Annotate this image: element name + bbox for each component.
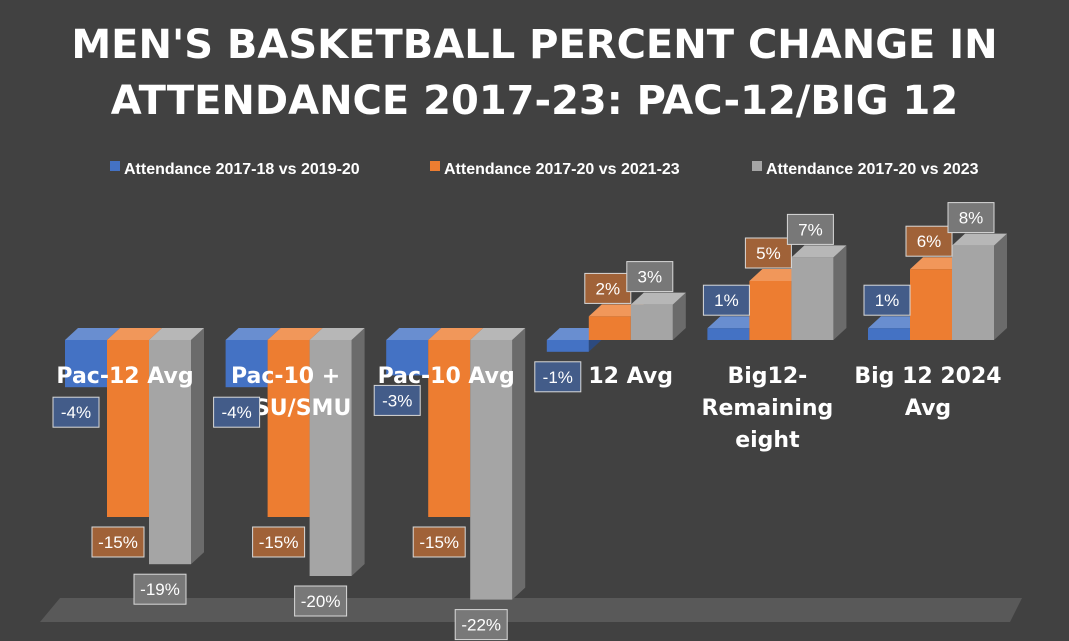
svg-text:-1%: -1% [543, 368, 573, 387]
data-label: -15% [252, 526, 306, 558]
svg-text:3%: 3% [638, 268, 663, 287]
data-label: -1% [534, 361, 582, 393]
data-label: 1% [702, 284, 750, 316]
data-label: -22% [454, 609, 508, 641]
svg-text:2%: 2% [596, 279, 621, 298]
bar [470, 328, 526, 600]
chart-title-line-2: ATTENDANCE 2017-23: PAC-12/BIG 12 [110, 78, 959, 124]
svg-text:7%: 7% [798, 220, 823, 239]
data-label: -4% [213, 396, 261, 428]
data-label: -15% [91, 526, 145, 558]
legend-entry: Attendance 2017-18 vs 2019-20 [124, 161, 360, 178]
data-label: 8% [947, 202, 995, 234]
bar [791, 245, 847, 340]
bar [630, 292, 686, 340]
svg-text:-20%: -20% [301, 592, 341, 611]
category-label: Big12-Remaining eight [702, 364, 834, 453]
bar [309, 328, 365, 576]
svg-text:1%: 1% [875, 291, 900, 310]
data-label: 5% [744, 237, 792, 269]
data-label: -3% [373, 384, 421, 416]
category-label: Pac-12 Avg [56, 364, 193, 389]
category-label: Big 12 2024 Avg [854, 364, 1001, 421]
data-label: 6% [905, 225, 953, 257]
data-label: -15% [412, 526, 466, 558]
data-label: -20% [294, 585, 348, 617]
svg-text:-15%: -15% [259, 533, 299, 552]
svg-text:8%: 8% [959, 209, 984, 228]
svg-text:-15%: -15% [98, 533, 138, 552]
chart-floor [40, 598, 1022, 622]
svg-text:1%: 1% [714, 291, 739, 310]
data-label: 2% [584, 272, 632, 304]
legend-swatch [430, 161, 440, 171]
category-label: Pac-10 Avg [378, 364, 515, 389]
data-label: 3% [626, 261, 674, 293]
chart-title-line-1: MEN'S BASKETBALL PERCENT CHANGE IN [71, 22, 998, 68]
data-label: -19% [133, 573, 187, 605]
legend-swatch [110, 161, 120, 171]
svg-text:5%: 5% [756, 244, 781, 263]
svg-text:-22%: -22% [461, 616, 501, 635]
svg-text:-4%: -4% [221, 403, 251, 422]
bar [149, 328, 204, 565]
svg-text:-15%: -15% [419, 533, 459, 552]
svg-text:-19%: -19% [140, 580, 180, 599]
legend-entry: Attendance 2017-20 vs 2021-23 [444, 161, 680, 178]
legend-swatch [752, 161, 762, 171]
svg-text:-3%: -3% [382, 391, 412, 410]
svg-text:6%: 6% [917, 232, 942, 251]
data-label: 7% [786, 213, 834, 245]
legend-entry: Attendance 2017-20 vs 2023 [766, 161, 979, 178]
data-label: 1% [863, 284, 911, 316]
svg-text:-4%: -4% [61, 403, 91, 422]
bar [952, 233, 1007, 340]
data-label: -4% [52, 396, 100, 428]
